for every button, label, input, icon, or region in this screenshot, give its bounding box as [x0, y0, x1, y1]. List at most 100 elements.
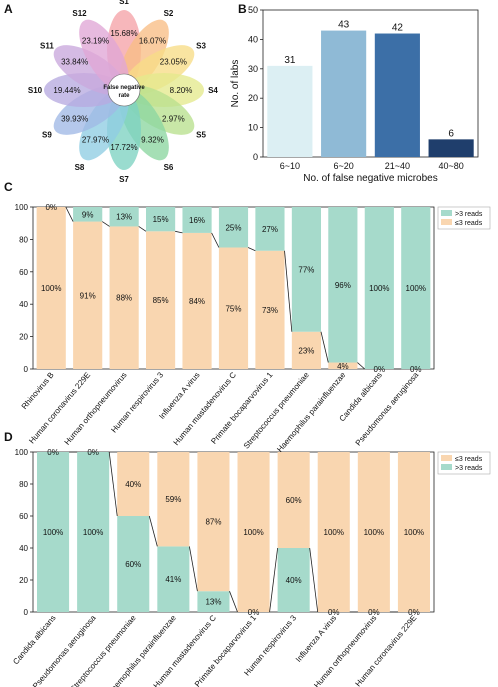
bar-c-high-4: [182, 207, 212, 233]
value-d-high-3: 59%: [165, 495, 181, 504]
connector-c-5: [247, 247, 256, 252]
bar-d-low-2: [117, 516, 150, 612]
bar-d-high-3: [157, 452, 190, 547]
y-tick-b-2: 20: [248, 93, 258, 103]
bar-d-high-6: [277, 452, 310, 548]
value-c-low-5: 75%: [225, 304, 241, 313]
value-c-low-2: 88%: [116, 294, 132, 303]
value-c-high-10: 100%: [406, 284, 426, 293]
bar-c-low-1: [73, 221, 103, 369]
petal-value-s2: 16.07%: [139, 37, 166, 46]
bar-d-high-4: [197, 452, 230, 592]
value-c-high-7: 77%: [298, 265, 314, 274]
bar-d-low-0: [37, 452, 70, 612]
bar-d-high-5: [237, 452, 270, 612]
y-tick-c-2: 40: [19, 300, 28, 309]
bar-c-low-5: [218, 247, 249, 369]
connector-c-6: [284, 250, 293, 332]
legend-label-d-1: >3 reads: [455, 465, 483, 472]
bar-b-value-3: 6: [448, 128, 454, 139]
bar-d-low-1: [77, 452, 110, 612]
x-tick-d-7: Influenza A virus: [294, 614, 338, 664]
petal-value-s9: 39.93%: [61, 115, 88, 124]
value-d-high-4: 87%: [205, 518, 221, 527]
value-c-low-10: 0%: [410, 365, 422, 374]
value-d-low-6: 40%: [286, 576, 302, 585]
y-tick-b-3: 30: [248, 64, 258, 74]
value-d-low-4: 13%: [205, 598, 221, 607]
connector-c-7: [320, 331, 329, 363]
petal-label-s1: S1: [119, 0, 129, 6]
bar-c-low-2: [109, 226, 139, 369]
value-d-high-2: 40%: [125, 480, 141, 489]
y-tick-c-0: 0: [24, 365, 29, 374]
petal-value-s1: 15.68%: [110, 29, 137, 38]
value-d-high-7: 100%: [324, 528, 344, 537]
value-d-high-5: 100%: [243, 528, 263, 537]
value-c-low-3: 85%: [153, 296, 169, 305]
value-d-high-8: 100%: [364, 528, 384, 537]
value-d-low-2: 60%: [125, 560, 141, 569]
center-label-line1: False negative: [103, 85, 145, 91]
connector-c-1: [102, 221, 110, 227]
bar-c-high-7: [291, 207, 321, 332]
value-d-low-7: 0%: [328, 608, 340, 617]
plot-frame-d: [32, 451, 435, 613]
y-tick-c-4: 80: [19, 235, 28, 244]
bar-c-low-6: [255, 250, 285, 369]
value-c-low-0: 100%: [41, 284, 61, 293]
petal-value-s11: 33.84%: [61, 58, 88, 67]
bar-d-low-6: [277, 548, 310, 612]
value-d-high-9: 100%: [404, 528, 424, 537]
petal-label-s3: S3: [196, 42, 206, 51]
bar-c-high-2: [109, 207, 139, 227]
plot-frame-b: [262, 9, 479, 158]
bar-d-low-3: [157, 546, 190, 612]
value-d-low-1: 100%: [83, 528, 103, 537]
connector-c-0: [65, 206, 74, 222]
connector-d-4: [229, 591, 238, 613]
value-c-high-4: 16%: [189, 216, 205, 225]
legend-swatch-d-0: [441, 455, 452, 461]
y-tick-d-5: 100: [15, 448, 29, 457]
x-tick-b-3: 40~80: [438, 161, 463, 171]
connector-c-8: [357, 362, 366, 370]
petal-label-s5: S5: [196, 131, 206, 140]
value-c-low-9: 0%: [374, 365, 386, 374]
petal-value-s4: 8.20%: [170, 86, 193, 95]
value-c-high-8: 96%: [335, 281, 351, 290]
legend-swatch-d-1: [441, 464, 452, 470]
bar-c-low-4: [182, 232, 212, 369]
value-c-high-6: 27%: [262, 225, 278, 234]
petal-value-s12: 23.19%: [82, 37, 109, 46]
bar-c-high-6: [255, 207, 285, 251]
connector-d-3: [188, 546, 198, 592]
x-tick-c-1: Human coronavirus 229E: [27, 371, 92, 446]
petal-value-s8: 27.97%: [82, 135, 109, 144]
value-c-high-0: 0%: [45, 203, 57, 212]
connector-d-1: [108, 451, 118, 517]
connector-c-2: [138, 226, 147, 232]
value-d-low-3: 41%: [165, 575, 181, 584]
bar-c-high-5: [218, 207, 249, 248]
x-tick-c-6: Primate bocaparvovirus 1: [209, 370, 275, 446]
center-label-line2: rate: [118, 93, 130, 99]
center-circle: [107, 73, 141, 107]
legend-label-c-1: ≤3 reads: [455, 220, 483, 227]
y-tick-c-5: 100: [15, 203, 29, 212]
bar-d-high-7: [317, 452, 350, 612]
bar-b-2: [374, 33, 420, 157]
value-c-low-8: 4%: [337, 362, 349, 371]
value-d-low-8: 0%: [368, 608, 380, 617]
x-tick-c-2: Human orthopneumovirus: [63, 371, 129, 447]
bar-c-high-10: [401, 207, 431, 369]
x-tick-d-0: Candida albicans: [11, 614, 57, 667]
y-tick-b-0: 0: [253, 152, 258, 162]
bar-b-3: [428, 139, 474, 157]
panel-label-d: D: [4, 430, 13, 444]
value-c-high-2: 13%: [116, 213, 132, 222]
bar-b-1: [321, 30, 367, 157]
petal-label-s2: S2: [164, 9, 174, 18]
value-c-high-5: 25%: [225, 223, 241, 232]
